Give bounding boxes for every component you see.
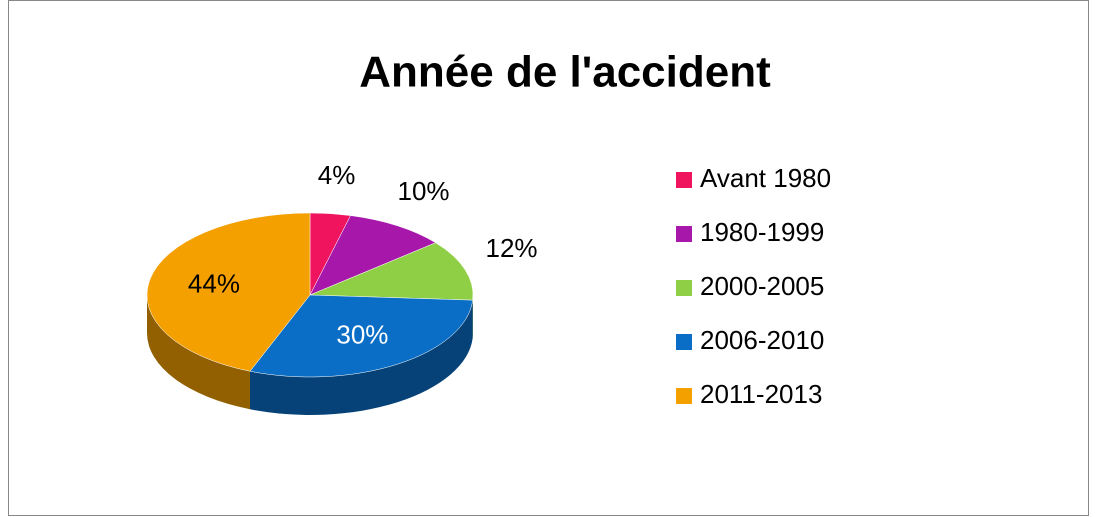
chart-title: Année de l'accident [359, 48, 771, 97]
legend-swatch [676, 334, 692, 350]
legend-label: 2000-2005 [700, 271, 824, 301]
legend-label: Avant 1980 [700, 163, 831, 193]
slice-side [147, 295, 250, 410]
legend-label: 1980-1999 [700, 217, 824, 247]
legend-swatch [676, 388, 692, 404]
data-label: 12% [486, 233, 538, 263]
slice-side [249, 300, 473, 415]
data-label: 4% [318, 160, 356, 190]
legend-swatch [676, 280, 692, 296]
legend-swatch [676, 172, 692, 188]
data-label: 30% [336, 319, 388, 349]
slice [146, 212, 311, 372]
legend-label: 2006-2010 [700, 325, 824, 355]
data-label: 10% [398, 176, 450, 206]
slice [309, 215, 437, 296]
slice [309, 242, 474, 301]
data-label: 44% [188, 269, 240, 299]
slice [249, 294, 473, 378]
legend-swatch [676, 226, 692, 242]
legend-label: 2011-2013 [700, 379, 822, 409]
